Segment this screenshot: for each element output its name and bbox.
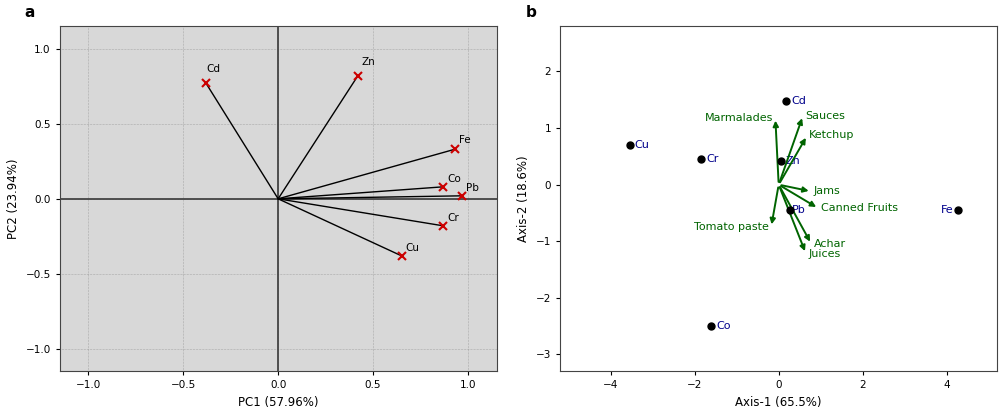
Text: Cu: Cu: [634, 140, 649, 150]
Text: Cd: Cd: [206, 64, 220, 74]
Text: b: b: [525, 5, 536, 20]
X-axis label: PC1 (57.96%): PC1 (57.96%): [238, 396, 318, 409]
Text: Cu: Cu: [405, 243, 419, 253]
Y-axis label: PC2 (23.94%): PC2 (23.94%): [7, 158, 20, 239]
Text: Zn: Zn: [361, 57, 375, 67]
Text: Co: Co: [716, 321, 730, 331]
Text: Zn: Zn: [785, 156, 799, 166]
Text: Pb: Pb: [791, 205, 805, 215]
Text: Cd: Cd: [790, 97, 805, 106]
Text: Cr: Cr: [705, 154, 718, 164]
Text: Tomato paste: Tomato paste: [693, 222, 768, 232]
Text: Co: Co: [446, 174, 460, 184]
Text: Jams: Jams: [812, 186, 840, 196]
Text: Cr: Cr: [446, 213, 458, 223]
Text: Ketchup: Ketchup: [808, 131, 854, 141]
Text: Fe: Fe: [458, 135, 469, 145]
Text: Juices: Juices: [807, 249, 840, 259]
Text: a: a: [25, 5, 35, 20]
Text: Pb: Pb: [465, 183, 478, 193]
Text: Sauces: Sauces: [804, 111, 845, 121]
Text: Canned Fruits: Canned Fruits: [819, 203, 897, 213]
Text: Marmalades: Marmalades: [704, 113, 772, 123]
X-axis label: Axis-1 (65.5%): Axis-1 (65.5%): [735, 396, 821, 409]
Text: Achar: Achar: [812, 239, 845, 249]
Y-axis label: Axis-2 (18.6%): Axis-2 (18.6%): [517, 156, 530, 242]
Text: Fe: Fe: [940, 205, 953, 215]
